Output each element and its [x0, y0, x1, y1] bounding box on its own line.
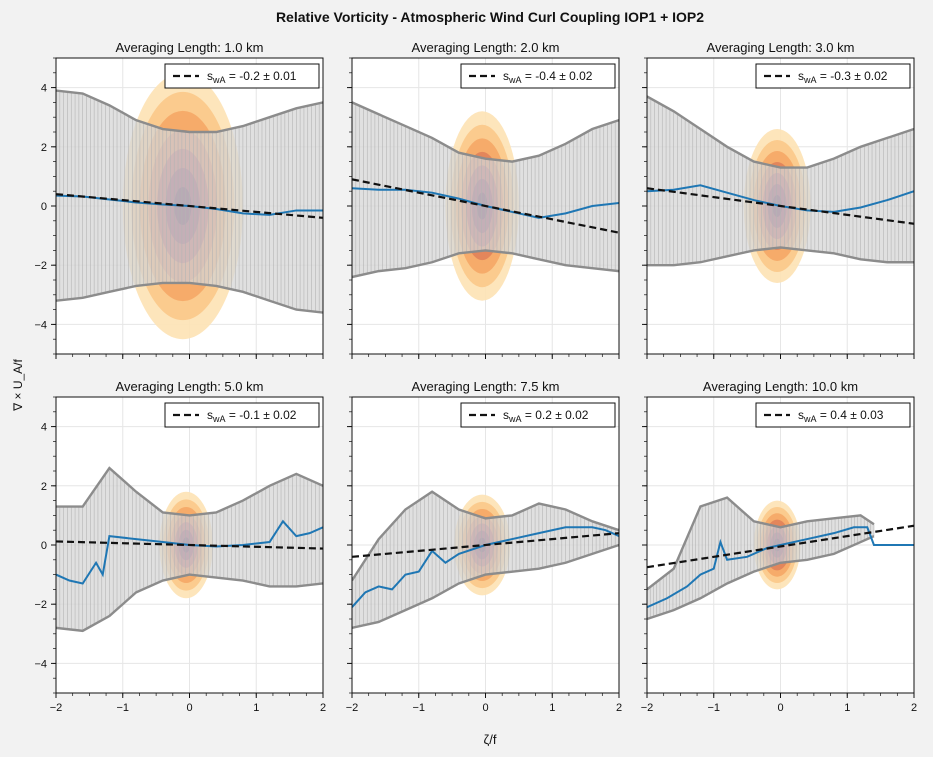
plot-area	[56, 58, 323, 354]
mean-line	[352, 526, 619, 608]
legend-symbol: s	[798, 408, 804, 422]
plot-area	[352, 58, 619, 354]
legend-label: swA = -0.2 ± 0.01	[207, 69, 297, 85]
fit-line	[56, 540, 323, 550]
figure-title: Relative Vorticity - Atmospheric Wind Cu…	[276, 9, 704, 25]
legend-label: swA = 0.4 ± 0.03	[798, 408, 884, 424]
y-tick-label: 4	[41, 422, 47, 434]
envelope-upper-line	[647, 496, 875, 591]
x-tick-label: −2	[50, 702, 63, 714]
envelope-upper-line	[647, 95, 914, 169]
x-tick-label: 1	[253, 702, 259, 714]
x-tick-label: 2	[911, 702, 917, 714]
legend-subscript: wA	[212, 414, 226, 424]
legend-value: = 0.2 ± 0.02	[522, 408, 589, 422]
y-axis-label: ∇ × U_A/f	[11, 358, 25, 411]
legend-symbol: s	[207, 69, 213, 83]
x-tick-label: 0	[186, 702, 192, 714]
fit-line	[352, 532, 619, 558]
x-tick-label: 1	[844, 702, 850, 714]
legend-subscript: wA	[508, 414, 522, 424]
y-tick-label: −2	[34, 260, 47, 272]
legend-label: swA = 0.2 ± 0.02	[503, 408, 589, 424]
envelope-upper-line	[352, 490, 619, 582]
legend-symbol: s	[207, 408, 213, 422]
envelope-lower-line	[647, 246, 914, 267]
panel-5: Averaging Length: 7.5 km −2 −1 0 1 2 swA = 0.2…	[346, 379, 622, 714]
envelope-upper-line	[56, 466, 323, 517]
legend-value: = -0.3 ± 0.02	[817, 69, 888, 83]
panel-title: Averaging Length: 7.5 km	[412, 379, 560, 394]
fit-line	[56, 193, 323, 219]
x-tick-label: 2	[320, 702, 326, 714]
plot-area	[647, 58, 914, 354]
legend-value: = -0.4 ± 0.02	[522, 69, 593, 83]
y-tick-label: 2	[41, 142, 47, 154]
legend-label: swA = -0.3 ± 0.02	[798, 69, 888, 85]
envelope-lower-line	[56, 281, 323, 314]
x-tick-label: 2	[616, 702, 622, 714]
x-tick-label: 0	[777, 702, 783, 714]
x-tick-label: −1	[707, 702, 720, 714]
fit-line	[647, 524, 914, 569]
mean-line	[56, 519, 323, 585]
panel-title: Averaging Length: 3.0 km	[707, 40, 855, 55]
envelope-upper-line	[56, 89, 323, 134]
panel-2: Averaging Length: 2.0 km swA = -0.4 ± 0.0…	[347, 40, 620, 359]
legend-value: = -0.1 ± 0.02	[226, 408, 297, 422]
x-tick-label: 0	[482, 702, 488, 714]
legend-value: = 0.4 ± 0.03	[817, 408, 884, 422]
panel-1: Averaging Length: 1.0 km −4 −2 0 2 4 swA = -0.…	[34, 40, 324, 359]
legend-subscript: wA	[508, 75, 522, 85]
legend-subscript: wA	[803, 414, 817, 424]
envelope-upper-line	[352, 101, 619, 163]
panel-3: Averaging Length: 3.0 km swA = -0.3 ± 0.0…	[642, 40, 915, 359]
panel-6: Averaging Length: 10.0 km −2 −1 0 1 2 swA = 0.…	[641, 379, 917, 714]
x-tick-label: −2	[641, 702, 654, 714]
legend-label: swA = -0.4 ± 0.02	[503, 69, 593, 85]
legend-subscript: wA	[803, 75, 817, 85]
envelope-lower-line	[352, 543, 619, 630]
y-tick-label: −4	[34, 319, 47, 331]
panel-title: Averaging Length: 2.0 km	[412, 40, 560, 55]
x-tick-label: −1	[116, 702, 129, 714]
panel-title: Averaging Length: 5.0 km	[116, 379, 264, 394]
x-tick-label: −1	[412, 702, 425, 714]
legend-subscript: wA	[212, 75, 226, 85]
legend-symbol: s	[798, 69, 804, 83]
legend-symbol: s	[503, 69, 509, 83]
envelope-lower-line	[647, 535, 875, 621]
legend-label: swA = -0.1 ± 0.02	[207, 408, 297, 424]
fit-line	[352, 178, 619, 234]
mean-line	[647, 526, 914, 609]
envelope-lower-line	[352, 249, 619, 279]
legend-symbol: s	[503, 408, 509, 422]
x-axis-label: ζ/f	[484, 732, 497, 747]
plot-area	[352, 397, 619, 693]
y-tick-label: 4	[41, 83, 47, 95]
fit-line	[647, 187, 914, 225]
panel-title: Averaging Length: 1.0 km	[116, 40, 264, 55]
y-tick-label: 2	[41, 481, 47, 493]
plot-area	[647, 397, 914, 693]
x-tick-label: −2	[346, 702, 359, 714]
plot-area	[56, 397, 323, 693]
y-tick-label: 0	[41, 540, 47, 552]
envelope-lower-line	[56, 573, 323, 633]
legend-value: = -0.2 ± 0.01	[226, 69, 297, 83]
y-tick-label: −2	[34, 599, 47, 611]
y-tick-label: 0	[41, 201, 47, 213]
panel-title: Averaging Length: 10.0 km	[703, 379, 858, 394]
y-tick-label: −4	[34, 658, 47, 670]
x-tick-label: 1	[549, 702, 555, 714]
panel-4: Averaging Length: 5.0 km −2 −1 0 1 2 −4 −2 0 2 4 sw…	[34, 379, 326, 714]
